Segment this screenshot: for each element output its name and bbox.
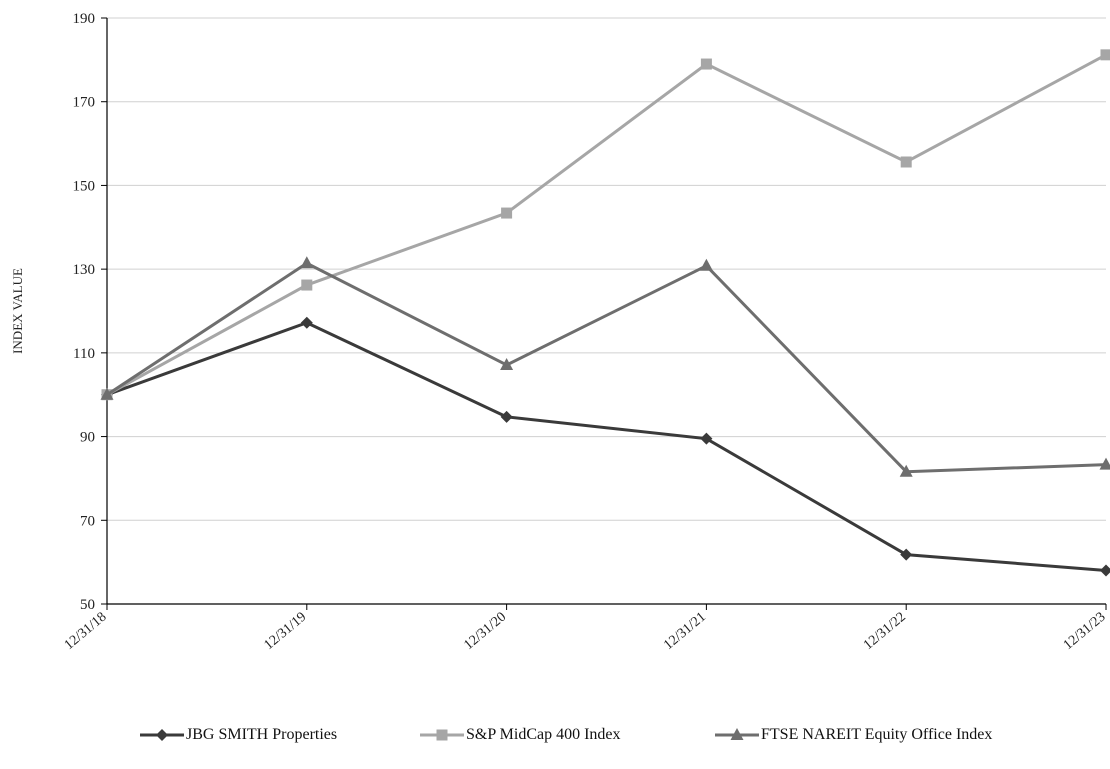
x-tick-label: 12/31/19 bbox=[262, 610, 310, 653]
legend-item: S&P MidCap 400 Index bbox=[420, 720, 621, 750]
data-point bbox=[900, 549, 912, 561]
legend-swatch bbox=[140, 725, 184, 745]
x-tick-label: 12/31/18 bbox=[62, 610, 110, 653]
y-tick-label: 190 bbox=[73, 11, 96, 27]
legend-swatch bbox=[715, 725, 759, 745]
data-point bbox=[300, 256, 313, 268]
x-tick-label: 12/31/22 bbox=[861, 610, 909, 653]
series-2 bbox=[101, 256, 1110, 476]
legend-marker bbox=[156, 729, 168, 741]
data-point bbox=[700, 433, 712, 445]
y-tick-label: 70 bbox=[80, 513, 95, 529]
series-line bbox=[107, 263, 1106, 471]
legend-item: JBG SMITH Properties bbox=[140, 720, 337, 750]
series-0 bbox=[101, 317, 1110, 577]
data-point bbox=[501, 208, 512, 219]
y-axis-label: INDEX VALUE bbox=[10, 268, 25, 354]
gridlines bbox=[107, 18, 1106, 520]
y-tick-label: 50 bbox=[80, 597, 95, 613]
legend-item: FTSE NAREIT Equity Office Index bbox=[715, 720, 992, 750]
x-tick-label: 12/31/23 bbox=[1061, 610, 1109, 653]
data-point bbox=[1100, 565, 1110, 577]
legend-marker bbox=[437, 730, 448, 741]
series-line bbox=[107, 55, 1106, 395]
series-line bbox=[107, 323, 1106, 571]
data-point bbox=[700, 259, 713, 271]
legend-swatch bbox=[420, 725, 464, 745]
x-tick-label: 12/31/20 bbox=[461, 610, 509, 653]
y-tick-label: 90 bbox=[80, 430, 95, 446]
data-point bbox=[701, 59, 712, 70]
y-tick-label: 110 bbox=[73, 346, 95, 362]
data-point bbox=[301, 317, 313, 329]
legend-label: FTSE NAREIT Equity Office Index bbox=[761, 726, 992, 744]
data-point bbox=[1101, 49, 1110, 60]
data-point bbox=[301, 280, 312, 291]
y-tick-label: 130 bbox=[73, 262, 96, 278]
legend-label: JBG SMITH Properties bbox=[186, 726, 337, 744]
series-lines bbox=[101, 49, 1110, 576]
data-point bbox=[901, 156, 912, 167]
data-point bbox=[501, 411, 513, 423]
legend: JBG SMITH Properties S&P MidCap 400 Index… bbox=[0, 720, 1110, 750]
y-tick-label: 150 bbox=[73, 178, 96, 194]
x-tick-label: 12/31/21 bbox=[661, 610, 709, 653]
legend-label: S&P MidCap 400 Index bbox=[466, 726, 621, 744]
y-tick-label: 170 bbox=[73, 95, 96, 111]
